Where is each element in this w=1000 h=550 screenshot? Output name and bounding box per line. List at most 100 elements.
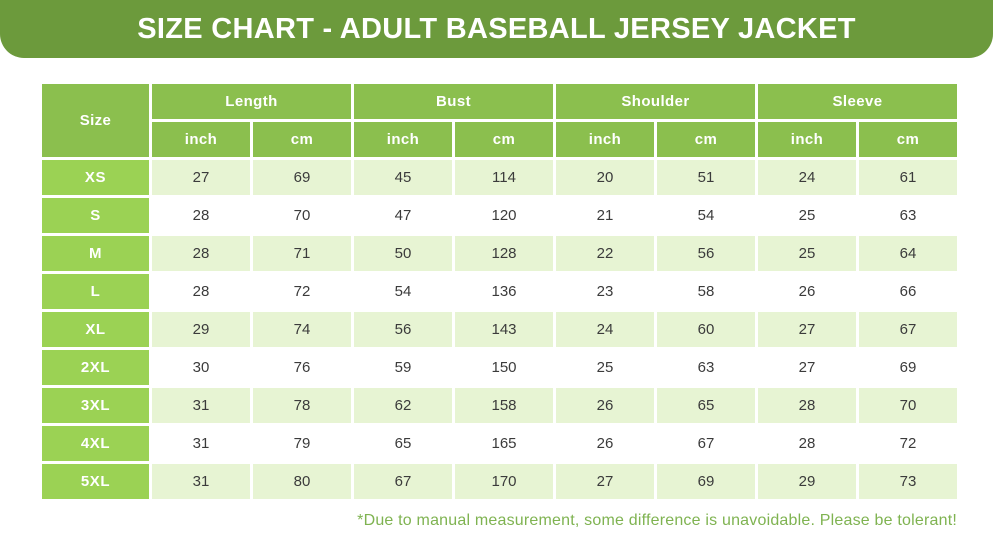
value-cell-4xl-bust-inch: 65 bbox=[354, 426, 452, 461]
value-cell-4xl-sleeve-cm: 72 bbox=[859, 426, 957, 461]
value-cell-xs-length-cm: 69 bbox=[253, 160, 351, 195]
header-row-units: inch cm inch cm inch cm inch cm bbox=[42, 122, 957, 157]
value-cell-s-sleeve-inch: 25 bbox=[758, 198, 856, 233]
unit-header-shoulder-cm: cm bbox=[657, 122, 755, 157]
value-cell-l-length-cm: 72 bbox=[253, 274, 351, 309]
unit-header-bust-cm: cm bbox=[455, 122, 553, 157]
table-row-xs: XS 27 69 45 114 20 51 24 61 bbox=[42, 160, 957, 195]
size-cell-5xl: 5XL bbox=[42, 464, 149, 499]
table-row-2xl: 2XL 30 76 59 150 25 63 27 69 bbox=[42, 350, 957, 385]
value-cell-l-shoulder-cm: 58 bbox=[657, 274, 755, 309]
value-cell-3xl-shoulder-inch: 26 bbox=[556, 388, 654, 423]
value-cell-5xl-length-inch: 31 bbox=[152, 464, 250, 499]
value-cell-3xl-length-inch: 31 bbox=[152, 388, 250, 423]
value-cell-2xl-bust-cm: 150 bbox=[455, 350, 553, 385]
value-cell-l-bust-cm: 136 bbox=[455, 274, 553, 309]
unit-header-sleeve-cm: cm bbox=[859, 122, 957, 157]
size-cell-m: M bbox=[42, 236, 149, 271]
table-header: Size Length Bust Shoulder Sleeve inch cm inch cm… bbox=[42, 84, 957, 157]
value-cell-xs-shoulder-inch: 20 bbox=[556, 160, 654, 195]
group-header-length: Length bbox=[152, 84, 351, 119]
value-cell-3xl-shoulder-cm: 65 bbox=[657, 388, 755, 423]
value-cell-s-bust-inch: 47 bbox=[354, 198, 452, 233]
value-cell-xl-shoulder-cm: 60 bbox=[657, 312, 755, 347]
value-cell-xs-bust-cm: 114 bbox=[455, 160, 553, 195]
value-cell-xs-sleeve-inch: 24 bbox=[758, 160, 856, 195]
value-cell-2xl-bust-inch: 59 bbox=[354, 350, 452, 385]
value-cell-m-shoulder-cm: 56 bbox=[657, 236, 755, 271]
size-column-header: Size bbox=[42, 84, 149, 157]
value-cell-m-shoulder-inch: 22 bbox=[556, 236, 654, 271]
value-cell-4xl-shoulder-cm: 67 bbox=[657, 426, 755, 461]
value-cell-xl-shoulder-inch: 24 bbox=[556, 312, 654, 347]
value-cell-5xl-bust-inch: 67 bbox=[354, 464, 452, 499]
table-body: XS 27 69 45 114 20 51 24 61 S 28 70 47 120 21 54 25 63 M 28… bbox=[42, 160, 957, 499]
size-cell-4xl: 4XL bbox=[42, 426, 149, 461]
value-cell-s-bust-cm: 120 bbox=[455, 198, 553, 233]
value-cell-s-sleeve-cm: 63 bbox=[859, 198, 957, 233]
value-cell-m-bust-cm: 128 bbox=[455, 236, 553, 271]
value-cell-m-sleeve-inch: 25 bbox=[758, 236, 856, 271]
page-title: SIZE CHART - ADULT BASEBALL JERSEY JACKE… bbox=[137, 12, 856, 45]
group-header-shoulder: Shoulder bbox=[556, 84, 755, 119]
value-cell-5xl-length-cm: 80 bbox=[253, 464, 351, 499]
value-cell-4xl-sleeve-inch: 28 bbox=[758, 426, 856, 461]
value-cell-2xl-length-cm: 76 bbox=[253, 350, 351, 385]
value-cell-5xl-shoulder-inch: 27 bbox=[556, 464, 654, 499]
size-cell-s: S bbox=[42, 198, 149, 233]
size-cell-l: L bbox=[42, 274, 149, 309]
value-cell-2xl-sleeve-cm: 69 bbox=[859, 350, 957, 385]
value-cell-4xl-shoulder-inch: 26 bbox=[556, 426, 654, 461]
value-cell-xs-bust-inch: 45 bbox=[354, 160, 452, 195]
unit-header-sleeve-inch: inch bbox=[758, 122, 856, 157]
size-cell-xl: XL bbox=[42, 312, 149, 347]
value-cell-l-sleeve-inch: 26 bbox=[758, 274, 856, 309]
unit-header-length-cm: cm bbox=[253, 122, 351, 157]
value-cell-xl-bust-cm: 143 bbox=[455, 312, 553, 347]
value-cell-3xl-length-cm: 78 bbox=[253, 388, 351, 423]
value-cell-4xl-bust-cm: 165 bbox=[455, 426, 553, 461]
value-cell-m-sleeve-cm: 64 bbox=[859, 236, 957, 271]
value-cell-3xl-bust-cm: 158 bbox=[455, 388, 553, 423]
value-cell-l-shoulder-inch: 23 bbox=[556, 274, 654, 309]
value-cell-s-length-inch: 28 bbox=[152, 198, 250, 233]
value-cell-5xl-sleeve-cm: 73 bbox=[859, 464, 957, 499]
value-cell-4xl-length-inch: 31 bbox=[152, 426, 250, 461]
value-cell-2xl-shoulder-inch: 25 bbox=[556, 350, 654, 385]
value-cell-xs-length-inch: 27 bbox=[152, 160, 250, 195]
value-cell-m-length-inch: 28 bbox=[152, 236, 250, 271]
value-cell-l-bust-inch: 54 bbox=[354, 274, 452, 309]
value-cell-5xl-sleeve-inch: 29 bbox=[758, 464, 856, 499]
size-cell-2xl: 2XL bbox=[42, 350, 149, 385]
value-cell-2xl-sleeve-inch: 27 bbox=[758, 350, 856, 385]
value-cell-l-length-inch: 28 bbox=[152, 274, 250, 309]
title-banner: SIZE CHART - ADULT BASEBALL JERSEY JACKE… bbox=[0, 0, 993, 58]
value-cell-s-shoulder-cm: 54 bbox=[657, 198, 755, 233]
group-header-bust: Bust bbox=[354, 84, 553, 119]
group-header-sleeve: Sleeve bbox=[758, 84, 957, 119]
size-cell-xs: XS bbox=[42, 160, 149, 195]
value-cell-s-shoulder-inch: 21 bbox=[556, 198, 654, 233]
table-row-3xl: 3XL 31 78 62 158 26 65 28 70 bbox=[42, 388, 957, 423]
header-row-groups: Size Length Bust Shoulder Sleeve bbox=[42, 84, 957, 157]
value-cell-5xl-shoulder-cm: 69 bbox=[657, 464, 755, 499]
value-cell-m-bust-inch: 50 bbox=[354, 236, 452, 271]
value-cell-2xl-shoulder-cm: 63 bbox=[657, 350, 755, 385]
value-cell-xl-length-inch: 29 bbox=[152, 312, 250, 347]
table-row-4xl: 4XL 31 79 65 165 26 67 28 72 bbox=[42, 426, 957, 461]
value-cell-5xl-bust-cm: 170 bbox=[455, 464, 553, 499]
size-cell-3xl: 3XL bbox=[42, 388, 149, 423]
table-row-l: L 28 72 54 136 23 58 26 66 bbox=[42, 274, 957, 309]
value-cell-3xl-bust-inch: 62 bbox=[354, 388, 452, 423]
value-cell-2xl-length-inch: 30 bbox=[152, 350, 250, 385]
value-cell-xl-sleeve-inch: 27 bbox=[758, 312, 856, 347]
value-cell-xl-sleeve-cm: 67 bbox=[859, 312, 957, 347]
table-row-5xl: 5XL 31 80 67 170 27 69 29 73 bbox=[42, 464, 957, 499]
footer-note: *Due to manual measurement, some differe… bbox=[357, 512, 957, 529]
unit-header-length-inch: inch bbox=[152, 122, 250, 157]
unit-header-shoulder-inch: inch bbox=[556, 122, 654, 157]
table-row-m: M 28 71 50 128 22 56 25 64 bbox=[42, 236, 957, 271]
value-cell-xl-length-cm: 74 bbox=[253, 312, 351, 347]
value-cell-3xl-sleeve-inch: 28 bbox=[758, 388, 856, 423]
value-cell-xl-bust-inch: 56 bbox=[354, 312, 452, 347]
